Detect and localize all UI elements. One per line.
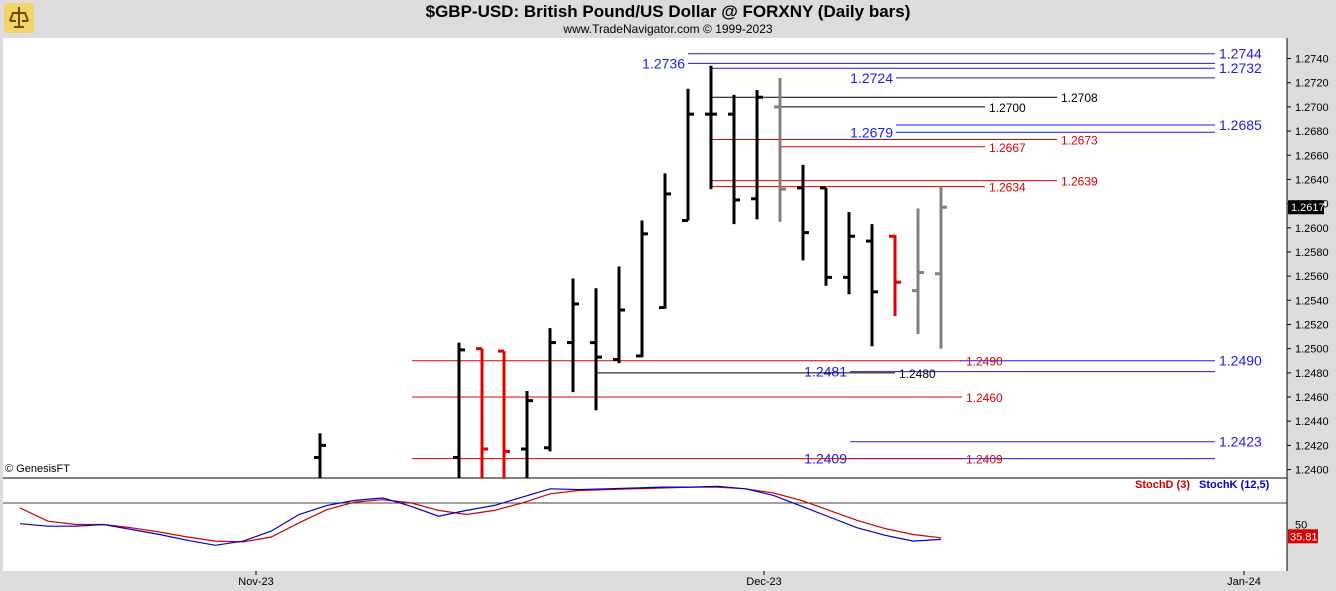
last-price-box [1288, 200, 1324, 215]
level-label-8: 1.2673 [1061, 134, 1098, 148]
stochastic-legend: StochD (3) StochK (12,5) [1135, 479, 1270, 491]
stoch-tick-label-0: 50 [1295, 520, 1307, 532]
price-tick-label-2: 1.2700 [1295, 102, 1329, 114]
stoch-series-0 [19, 486, 942, 543]
last-price-label: 1.2617 [1291, 202, 1325, 214]
price-tick-label-9: 1.2560 [1295, 271, 1329, 283]
level-lines: 1.2744 1.2736 1.2732 1.2724 1.2708 1.2700 1.26… [412, 46, 1262, 467]
level-label-13: 1.2490 [966, 355, 1003, 369]
price-tick-label-16: 1.2420 [1295, 440, 1329, 452]
price-tick-label-1: 1.2720 [1295, 78, 1329, 90]
level-label-14: 1.2481 [804, 364, 847, 380]
level-label-9: 1.2667 [989, 141, 1026, 155]
price-tick-label-12: 1.2500 [1295, 344, 1329, 356]
level-label-2: 1.2732 [1219, 60, 1262, 76]
level-label-12: 1.2490 [1219, 353, 1262, 369]
stochastic-lines [19, 485, 942, 546]
legend-stoch-k: StochK (12,5) [1199, 479, 1270, 491]
price-tick-label-3: 1.2680 [1295, 126, 1329, 138]
level-label-0: 1.2744 [1219, 46, 1262, 62]
level-label-19: 1.2409 [966, 453, 1003, 467]
level-label-5: 1.2700 [989, 101, 1026, 115]
stochastic-panel [3, 478, 1287, 571]
price-tick-label-14: 1.2460 [1295, 392, 1329, 404]
price-tick-label-17: 1.2400 [1295, 465, 1329, 477]
price-axis: 1.2740 1.2720 1.2700 1.2680 1.2660 1.2640 1.26… [1287, 54, 1329, 477]
price-panel [3, 38, 1287, 478]
trade-navigator-logo-icon [4, 3, 34, 33]
level-label-3: 1.2724 [850, 70, 893, 86]
price-tick-label-7: 1.2600 [1295, 223, 1329, 235]
chart-title: $GBP-USD: British Pound/US Dollar @ FORX… [425, 2, 911, 21]
stoch-last-value-box [1288, 529, 1318, 544]
level-label-15: 1.2480 [899, 367, 936, 381]
level-label-4: 1.2708 [1061, 91, 1098, 105]
price-tick-label-5: 1.2640 [1295, 174, 1329, 186]
time-tick-label-2: Jan-24 [1227, 576, 1261, 588]
chart-header: $GBP-USD: British Pound/US Dollar @ FORX… [0, 0, 1336, 38]
level-label-16: 1.2460 [966, 391, 1003, 405]
price-tick-label-11: 1.2520 [1295, 319, 1329, 331]
chart-frame [3, 38, 1288, 571]
price-tick-label-0: 1.2740 [1295, 54, 1329, 66]
stoch-last-value-label: 35.81 [1290, 531, 1318, 543]
legend-stoch-d: StochD (3) [1135, 479, 1190, 491]
chart-subtitle: www.TradeNavigator.com © 1999-2023 [563, 22, 773, 36]
level-label-17: 1.2423 [1219, 434, 1262, 450]
level-label-11: 1.2634 [989, 181, 1026, 195]
time-axis: Nov-23 Dec-23 Jan-24 [238, 571, 1261, 588]
genesis-watermark: © GenesisFT [5, 463, 70, 475]
time-tick-label-1: Dec-23 [746, 576, 781, 588]
price-tick-label-10: 1.2540 [1295, 295, 1329, 307]
price-tick-label-15: 1.2440 [1295, 416, 1329, 428]
price-tick-label-8: 1.2580 [1295, 247, 1329, 259]
stoch-series-1 [19, 485, 942, 546]
level-label-1: 1.2736 [642, 55, 685, 71]
time-tick-label-0: Nov-23 [238, 576, 273, 588]
level-label-10: 1.2639 [1061, 175, 1098, 189]
level-label-7: 1.2679 [850, 124, 893, 140]
level-label-6: 1.2685 [1219, 117, 1262, 133]
ohlc-bars [314, 65, 947, 478]
price-tick-label-13: 1.2480 [1295, 368, 1329, 380]
price-tick-label-4: 1.2660 [1295, 150, 1329, 162]
